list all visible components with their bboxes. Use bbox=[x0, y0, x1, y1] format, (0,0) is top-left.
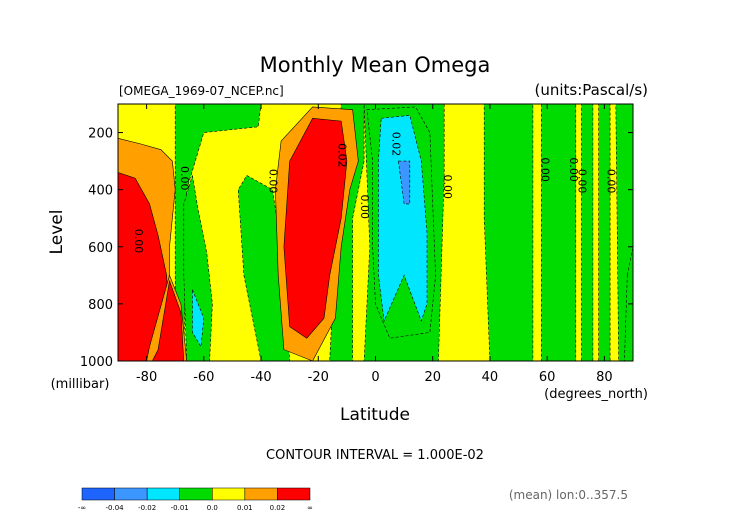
colorbar-tick-label: -0.04 bbox=[106, 504, 125, 512]
contour-region bbox=[151, 279, 185, 361]
contour-interval-text: CONTOUR INTERVAL = 1.000E-02 bbox=[266, 448, 484, 463]
x-axis: -80 -60 -40 -20 0 20 40 60 80 bbox=[136, 104, 613, 385]
contour-label: 0.00 bbox=[567, 157, 580, 182]
contour-label: 0.00 bbox=[538, 157, 551, 182]
x-tick-label: -20 bbox=[308, 370, 329, 385]
x-tick-label: 0 bbox=[371, 370, 379, 385]
x-axis-label: Latitude bbox=[340, 405, 410, 425]
x-tick-label: 80 bbox=[596, 370, 613, 385]
contour-region bbox=[541, 104, 577, 361]
contour-region bbox=[598, 104, 611, 361]
colorbar-swatch bbox=[277, 487, 311, 501]
colorbar-tick-label: -∞ bbox=[78, 504, 86, 512]
y-units-label: (millibar) bbox=[51, 377, 110, 392]
y-tick-label: 600 bbox=[88, 241, 113, 256]
file-label: [OMEGA_1969-07_NCEP.nc] bbox=[119, 84, 284, 98]
colorbar-swatch bbox=[146, 487, 180, 501]
contour-label: 0.00 bbox=[441, 175, 454, 200]
contour-label: 0.00 bbox=[178, 166, 191, 191]
units-label: (units:Pascal/s) bbox=[535, 81, 649, 99]
contour-region bbox=[118, 172, 170, 361]
contour-label: 0.00 bbox=[576, 169, 589, 194]
y-axis-label: Level bbox=[47, 210, 67, 255]
chart-title: Monthly Mean Omega bbox=[260, 53, 491, 77]
contour-label: 0.02 bbox=[390, 132, 403, 157]
contour-region bbox=[183, 175, 213, 361]
y-tick-label: 400 bbox=[88, 184, 113, 199]
colorbar: -∞ -0.04 -0.02 -0.01 0.0 0.01 0.02 ∞ bbox=[78, 487, 313, 512]
colorbar-tick-label: 0.0 bbox=[207, 504, 218, 512]
x-tick-label: -40 bbox=[250, 370, 271, 385]
contour-region bbox=[192, 289, 205, 348]
x-tick-label: 40 bbox=[482, 370, 499, 385]
colorbar-swatch bbox=[244, 487, 278, 501]
contour-region bbox=[581, 104, 594, 361]
contour-label: 0.00 bbox=[132, 229, 145, 254]
contour-labels: 0.000.000.000.020.000.020.000.00 0.000.00… bbox=[132, 132, 617, 254]
colorbar-tick-label: -0.02 bbox=[138, 504, 156, 512]
colorbar-swatch bbox=[179, 487, 213, 501]
contour-label: 0.00 bbox=[358, 195, 371, 220]
contour-region bbox=[483, 104, 534, 361]
x-tick-label: 60 bbox=[539, 370, 556, 385]
y-tick-label: 200 bbox=[88, 127, 113, 142]
y-tick-label: 1000 bbox=[80, 355, 113, 370]
y-tick-label: 800 bbox=[88, 298, 113, 313]
x-tick-label: -80 bbox=[136, 370, 157, 385]
contour-label: 0.00 bbox=[604, 169, 617, 194]
y-axis: 200 400 600 800 1000 bbox=[80, 127, 633, 370]
colorbar-swatch bbox=[212, 487, 246, 501]
footer-mean-text: (mean) lon:0..357.5 bbox=[509, 488, 628, 502]
contour-region bbox=[283, 117, 348, 339]
colorbar-tick-label: ∞ bbox=[307, 504, 313, 512]
contour-label: 0.00 bbox=[267, 169, 280, 194]
x-tick-label: -60 bbox=[193, 370, 214, 385]
contour-fill-regions bbox=[118, 104, 633, 361]
contour-region bbox=[398, 160, 411, 205]
colorbar-tick-label: 0.01 bbox=[237, 504, 253, 512]
x-units-label: (degrees_north) bbox=[544, 387, 648, 402]
x-tick-label: 20 bbox=[424, 370, 441, 385]
colorbar-swatch bbox=[81, 487, 115, 501]
colorbar-swatch bbox=[114, 487, 148, 501]
colorbar-tick-label: -0.01 bbox=[171, 504, 189, 512]
contour-label: 0.02 bbox=[335, 143, 348, 168]
colorbar-tick-label: 0.02 bbox=[270, 504, 286, 512]
contour-region bbox=[378, 115, 428, 323]
